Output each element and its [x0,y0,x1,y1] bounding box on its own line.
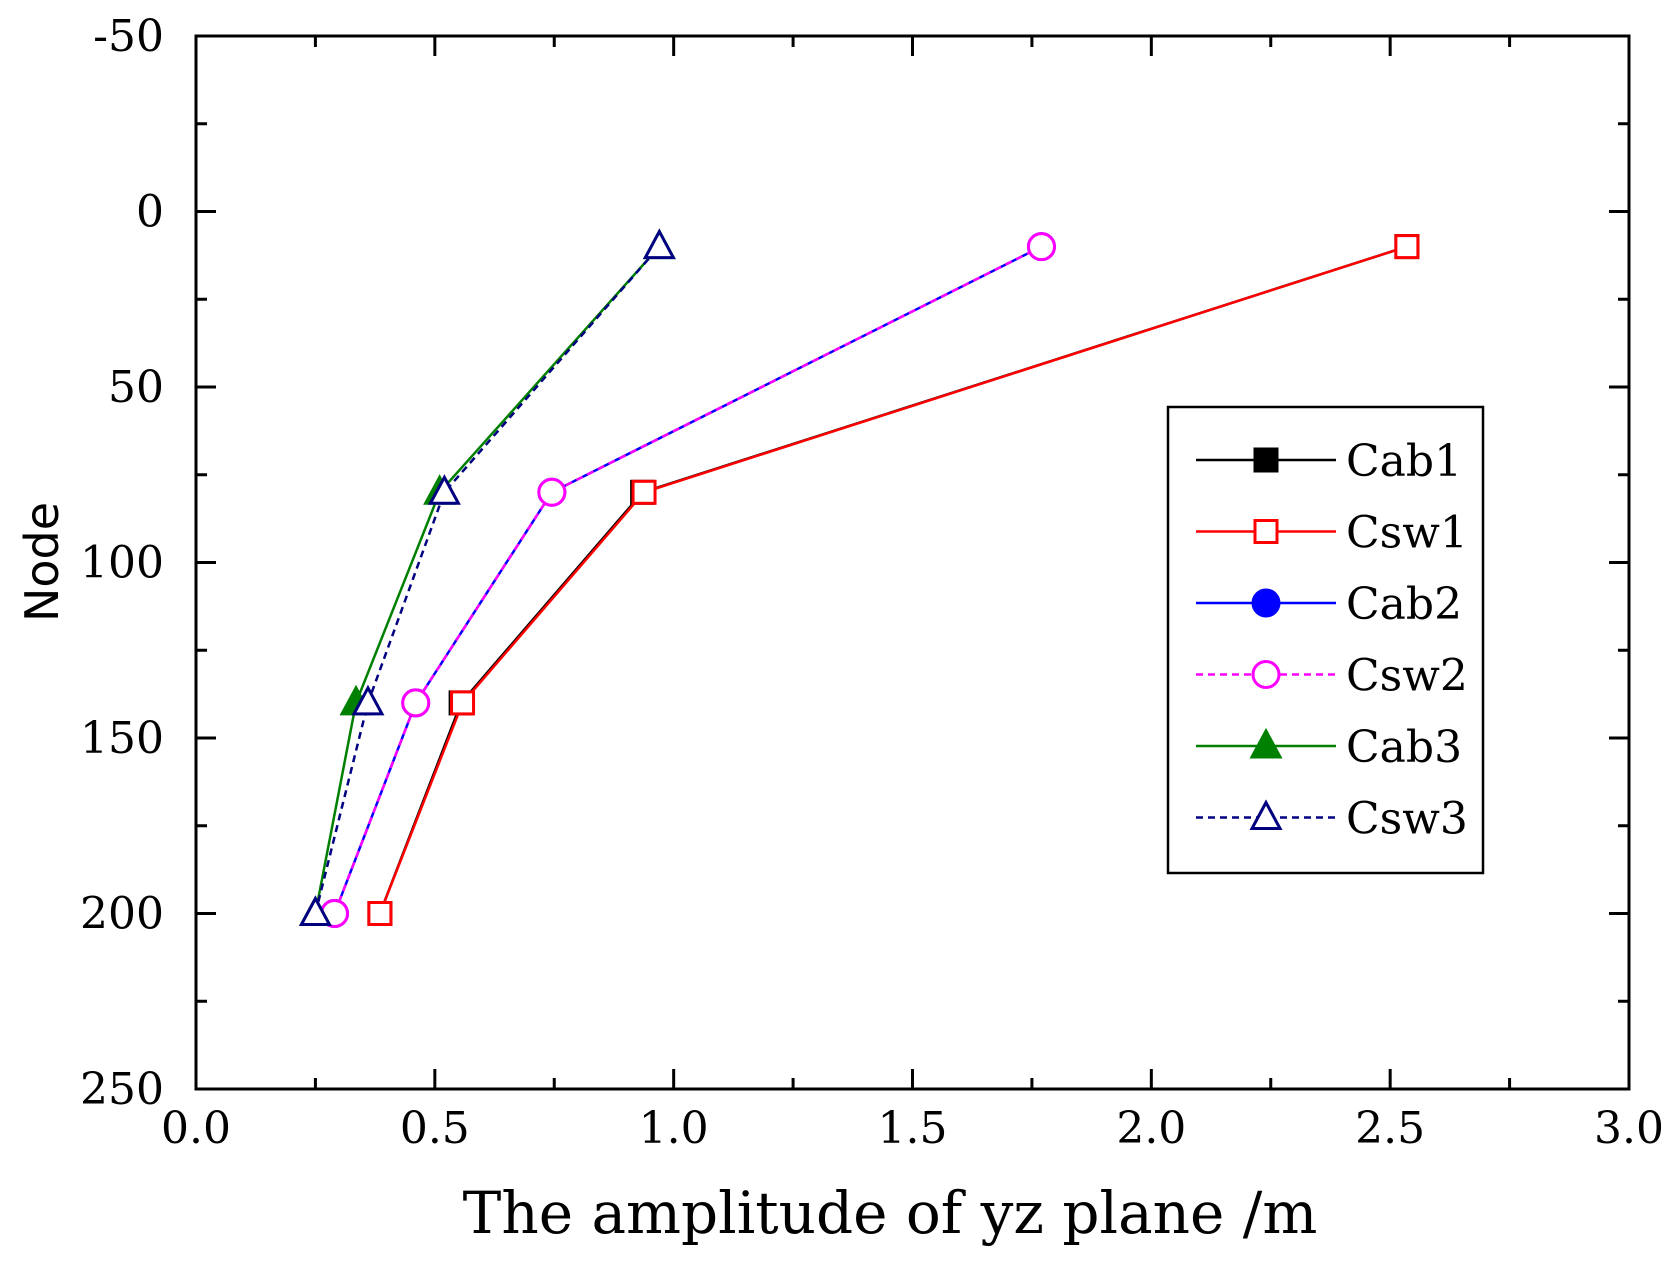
x-tick-label: 0.5 [400,1103,470,1154]
data-point [401,688,431,718]
y-tick-label: 250 [80,1064,164,1115]
data-point [642,228,676,260]
legend-label: Csw3 [1346,794,1468,845]
legend-label: Cab2 [1346,579,1462,630]
legend: Cab1 Csw1 Cab2 Csw2 Cab3 Csw3 [1166,405,1485,875]
series-line [378,245,1408,914]
series-line [314,245,661,914]
series-line [333,245,1043,914]
legend-marker [1253,519,1279,544]
data-point [427,474,461,505]
plot-frame [194,34,1631,1091]
x-tick-label: 0.0 [161,1103,231,1154]
x-tick-label: 2.0 [1116,1103,1186,1154]
data-point [351,684,385,716]
x-axis-title: The amplitude of yz plane /m [463,1179,1318,1247]
data-point [450,690,476,716]
legend-marker [1253,447,1279,473]
legend-label: Cab3 [1346,722,1462,773]
legend-marker [1251,588,1281,618]
legend-label: Csw1 [1346,508,1468,559]
legend-marker [1249,799,1283,830]
x-tick-label: 3.0 [1594,1103,1664,1154]
series-csw3 [298,228,676,926]
tick-labels: 0.0 0.5 1.0 1.5 2.0 2.5 3.0 -50 0 50 100 150 200 250 [80,11,1664,1154]
legend-item-csw2: Csw2 [1196,651,1468,702]
data-point [1026,232,1056,262]
legend-marker [1249,727,1283,759]
series-line [314,245,661,914]
data-point [367,901,393,926]
legend-items: Cab1 Csw1 Cab2 Csw2 Cab3 Csw3 [1196,436,1468,845]
x-tick-label: 1.5 [878,1103,948,1154]
legend-item-csw1: Csw1 [1196,508,1468,559]
y-tick-label: -50 [93,11,164,62]
y-tick-label: 0 [136,187,164,238]
legend-label: Cab1 [1346,436,1462,487]
y-tick-label: 100 [80,538,164,589]
x-tick-label: 1.0 [639,1103,709,1154]
series-csw1 [367,234,1420,926]
data-point [298,895,332,926]
legend-marker [1251,660,1281,689]
y-tick-label: 50 [108,362,164,413]
series-layer [298,228,1420,928]
data-point [537,477,567,507]
legend-label: Csw2 [1346,651,1468,702]
data-point [1394,234,1420,260]
y-tick-label: 150 [80,713,164,764]
x-tick-label: 2.5 [1355,1103,1425,1154]
legend-item-cab3: Cab3 [1196,722,1462,773]
legend-box [1166,405,1485,875]
y-axis-title: Node [15,502,69,622]
y-tick-label: 200 [80,889,164,940]
legend-item-cab2: Cab2 [1196,579,1462,630]
legend-item-csw3: Csw3 [1196,794,1468,845]
data-point [631,479,657,505]
legend-item-cab1: Cab1 [1196,436,1462,487]
